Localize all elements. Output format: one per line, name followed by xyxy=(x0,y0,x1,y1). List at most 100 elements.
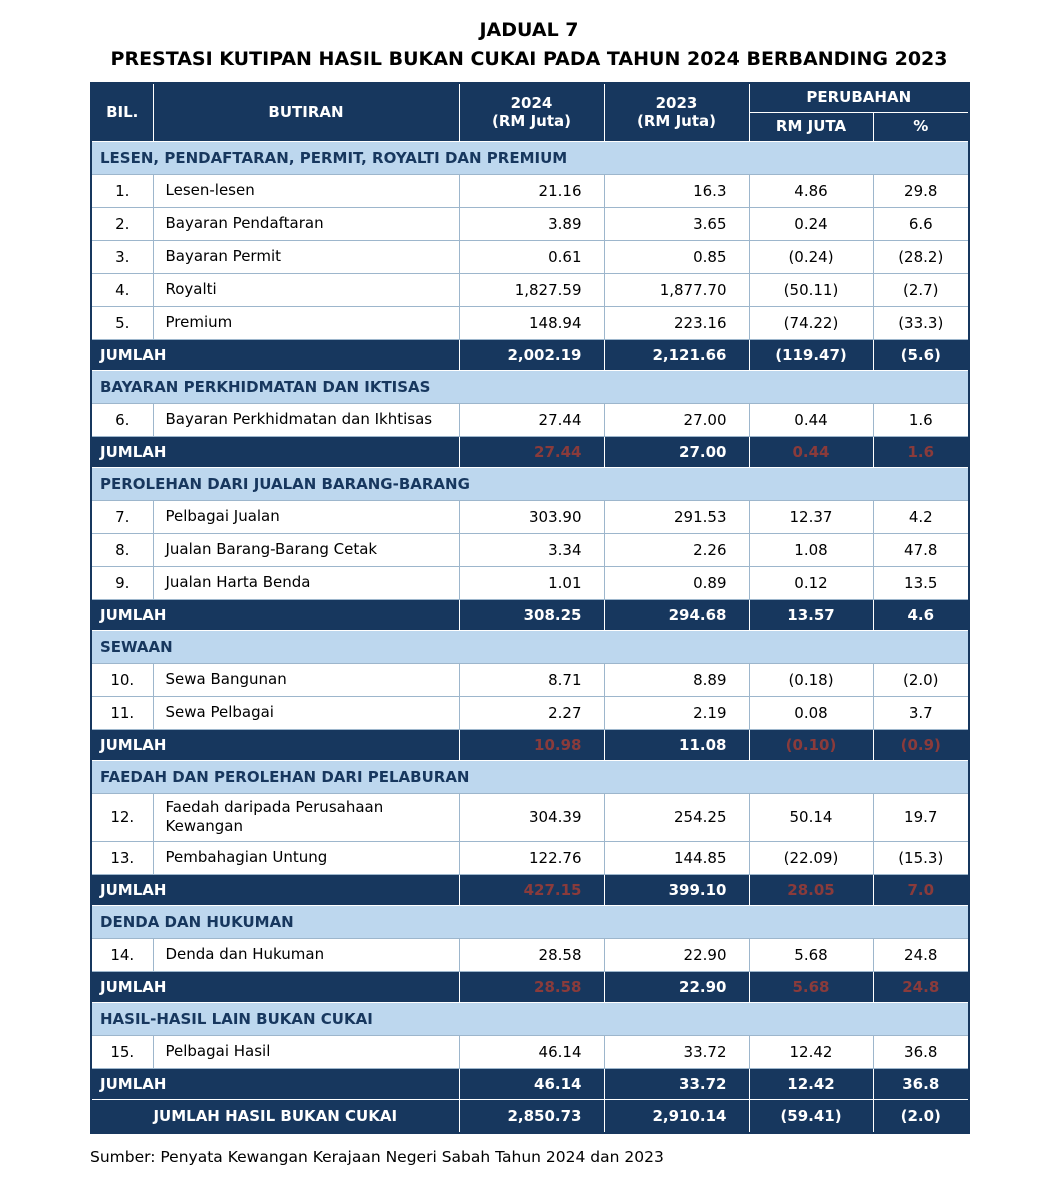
cell-rm-juta: 13.57 xyxy=(748,598,874,631)
section-header-row: DENDA DAN HUKUMAN xyxy=(90,904,970,939)
cell-bil: 7. xyxy=(90,499,154,534)
cell-2024: 1,827.59 xyxy=(458,272,605,307)
cell-2023: 33.72 xyxy=(603,1067,750,1100)
table-row: 5. Premium 148.94 223.16 (74.22) (33.3) xyxy=(90,305,970,340)
cell-2023: 254.25 xyxy=(603,792,750,842)
table-row: 11. Sewa Pelbagai 2.27 2.19 0.08 3.7 xyxy=(90,695,970,730)
cell-2023: 144.85 xyxy=(603,840,750,875)
table-row: 8. Jualan Barang-Barang Cetak 3.34 2.26 1.08… xyxy=(90,532,970,567)
cell-rm-juta: 28.05 xyxy=(748,873,874,906)
cell-2024: 148.94 xyxy=(458,305,605,340)
cell-percent: 13.5 xyxy=(872,565,970,600)
table-row: 6. Bayaran Perkhidmatan dan Ikhtisas 27.44… xyxy=(90,402,970,437)
cell-butiran: Bayaran Perkhidmatan dan Ikhtisas xyxy=(152,402,460,437)
cell-2024: 303.90 xyxy=(458,499,605,534)
cell-2024: 28.58 xyxy=(458,970,605,1003)
cell-percent: (2.0) xyxy=(872,1098,970,1134)
cell-2024: 304.39 xyxy=(458,792,605,842)
cell-bil: 1. xyxy=(90,173,154,208)
jumlah-label: JUMLAH xyxy=(90,873,460,906)
cell-bil: 14. xyxy=(90,937,154,972)
table-row: 3. Bayaran Permit 0.61 0.85 (0.24) (28.2) xyxy=(90,239,970,274)
cell-percent: 6.6 xyxy=(872,206,970,241)
cell-butiran: Bayaran Pendaftaran xyxy=(152,206,460,241)
cell-bil: 2. xyxy=(90,206,154,241)
cell-2024: 122.76 xyxy=(458,840,605,875)
cell-percent: 4.6 xyxy=(872,598,970,631)
jumlah-label: JUMLAH xyxy=(90,970,460,1003)
cell-rm-juta: (119.47) xyxy=(748,338,874,371)
cell-2023: 8.89 xyxy=(603,662,750,697)
header-2023-unit: (RM Juta) xyxy=(637,112,716,131)
cell-2024: 3.34 xyxy=(458,532,605,567)
section-header-row: FAEDAH DAN PEROLEHAN DARI PELABURAN xyxy=(90,759,970,794)
header-2024: 2024 (RM Juta) xyxy=(458,82,605,142)
cell-2024: 8.71 xyxy=(458,662,605,697)
page-title: JADUAL 7 xyxy=(479,19,579,41)
cell-percent: (15.3) xyxy=(872,840,970,875)
cell-percent: (2.7) xyxy=(872,272,970,307)
cell-bil: 3. xyxy=(90,239,154,274)
section-header-row: PEROLEHAN DARI JUALAN BARANG-BARANG xyxy=(90,466,970,501)
cell-rm-juta: (0.18) xyxy=(748,662,874,697)
cell-bil: 4. xyxy=(90,272,154,307)
table-row: 4. Royalti 1,827.59 1,877.70 (50.11) (2.7) xyxy=(90,272,970,307)
cell-rm-juta: (0.10) xyxy=(748,728,874,761)
cell-2024: 2.27 xyxy=(458,695,605,730)
cell-rm-juta: 0.12 xyxy=(748,565,874,600)
cell-percent: 1.6 xyxy=(872,402,970,437)
section-title: HASIL-HASIL LAIN BUKAN CUKAI xyxy=(90,1001,970,1036)
cell-2024: 10.98 xyxy=(458,728,605,761)
cell-bil: 15. xyxy=(90,1034,154,1069)
table-row: 2. Bayaran Pendaftaran 3.89 3.65 0.24 6.6 xyxy=(90,206,970,241)
cell-2024: 0.61 xyxy=(458,239,605,274)
cell-2023: 2,121.66 xyxy=(603,338,750,371)
cell-2023: 33.72 xyxy=(603,1034,750,1069)
jumlah-label: JUMLAH xyxy=(90,1067,460,1100)
cell-2024: 427.15 xyxy=(458,873,605,906)
cell-bil: 11. xyxy=(90,695,154,730)
jumlah-label: JUMLAH xyxy=(90,728,460,761)
cell-rm-juta: 12.42 xyxy=(748,1034,874,1069)
jumlah-row: JUMLAH 308.25 294.68 13.57 4.6 xyxy=(90,598,970,631)
header-rm-juta: RM JUTA xyxy=(748,111,874,142)
cell-rm-juta: (74.22) xyxy=(748,305,874,340)
cell-2023: 22.90 xyxy=(603,970,750,1003)
cell-rm-juta: 0.24 xyxy=(748,206,874,241)
cell-percent: 36.8 xyxy=(872,1067,970,1100)
cell-percent: 4.2 xyxy=(872,499,970,534)
cell-2023: 2.19 xyxy=(603,695,750,730)
table-row: 13. Pembahagian Untung 122.76 144.85 (22.09)… xyxy=(90,840,970,875)
jumlah-row: JUMLAH 427.15 399.10 28.05 7.0 xyxy=(90,873,970,906)
cell-rm-juta: 12.37 xyxy=(748,499,874,534)
cell-percent: (2.0) xyxy=(872,662,970,697)
section-title: BAYARAN PERKHIDMATAN DAN IKTISAS xyxy=(90,369,970,404)
cell-butiran: Pelbagai Jualan xyxy=(152,499,460,534)
header-butiran: BUTIRAN xyxy=(152,82,460,142)
cell-percent: 1.6 xyxy=(872,435,970,468)
grand-total-label: JUMLAH HASIL BUKAN CUKAI xyxy=(90,1098,460,1134)
cell-2023: 27.00 xyxy=(603,435,750,468)
header-2023-year: 2023 xyxy=(655,93,698,112)
jumlah-row: JUMLAH 27.44 27.00 0.44 1.6 xyxy=(90,435,970,468)
jumlah-label: JUMLAH xyxy=(90,435,460,468)
cell-percent: 29.8 xyxy=(872,173,970,208)
cell-2024: 28.58 xyxy=(458,937,605,972)
cell-2023: 223.16 xyxy=(603,305,750,340)
jumlah-label: JUMLAH xyxy=(90,598,460,631)
cell-bil: 10. xyxy=(90,662,154,697)
cell-2024: 46.14 xyxy=(458,1034,605,1069)
cell-rm-juta: (22.09) xyxy=(748,840,874,875)
cell-2024: 27.44 xyxy=(458,435,605,468)
cell-2024: 1.01 xyxy=(458,565,605,600)
header-perubahan: PERUBAHAN xyxy=(748,82,970,113)
section-title: SEWAAN xyxy=(90,629,970,664)
cell-rm-juta: 1.08 xyxy=(748,532,874,567)
cell-rm-juta: 0.44 xyxy=(748,402,874,437)
cell-2023: 16.3 xyxy=(603,173,750,208)
jumlah-row: JUMLAH 10.98 11.08 (0.10) (0.9) xyxy=(90,728,970,761)
cell-2023: 1,877.70 xyxy=(603,272,750,307)
section-title: FAEDAH DAN PEROLEHAN DARI PELABURAN xyxy=(90,759,970,794)
cell-percent: 24.8 xyxy=(872,937,970,972)
cell-rm-juta: (50.11) xyxy=(748,272,874,307)
